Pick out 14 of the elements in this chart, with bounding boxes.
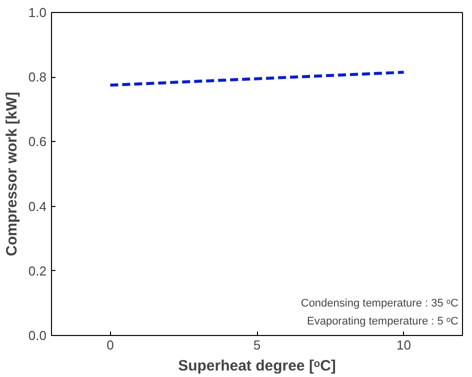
annotation: Evaporating temperature : 5 ᵒC — [306, 316, 459, 328]
y-axis-title: Compressor work [kW] — [3, 92, 20, 256]
y-tick-label: 0.2 — [28, 263, 47, 278]
y-tick-label: 0.0 — [28, 328, 47, 343]
x-tick-label: 5 — [253, 338, 261, 352]
y-tick-label: 0.6 — [28, 134, 47, 150]
x-tick-label: 10 — [396, 338, 412, 352]
annotation: Condensing temperature : 35 ᵒC — [300, 298, 459, 310]
y-tick-label: 0.8 — [28, 70, 47, 85]
y-tick-label: 0.4 — [28, 198, 47, 214]
x-axis-title: Superheat degree [ᵒC] — [178, 358, 336, 374]
y-tick-label: 1.0 — [28, 5, 47, 20]
x-tick-label: 0 — [106, 338, 114, 352]
line-series — [108, 70, 406, 87]
